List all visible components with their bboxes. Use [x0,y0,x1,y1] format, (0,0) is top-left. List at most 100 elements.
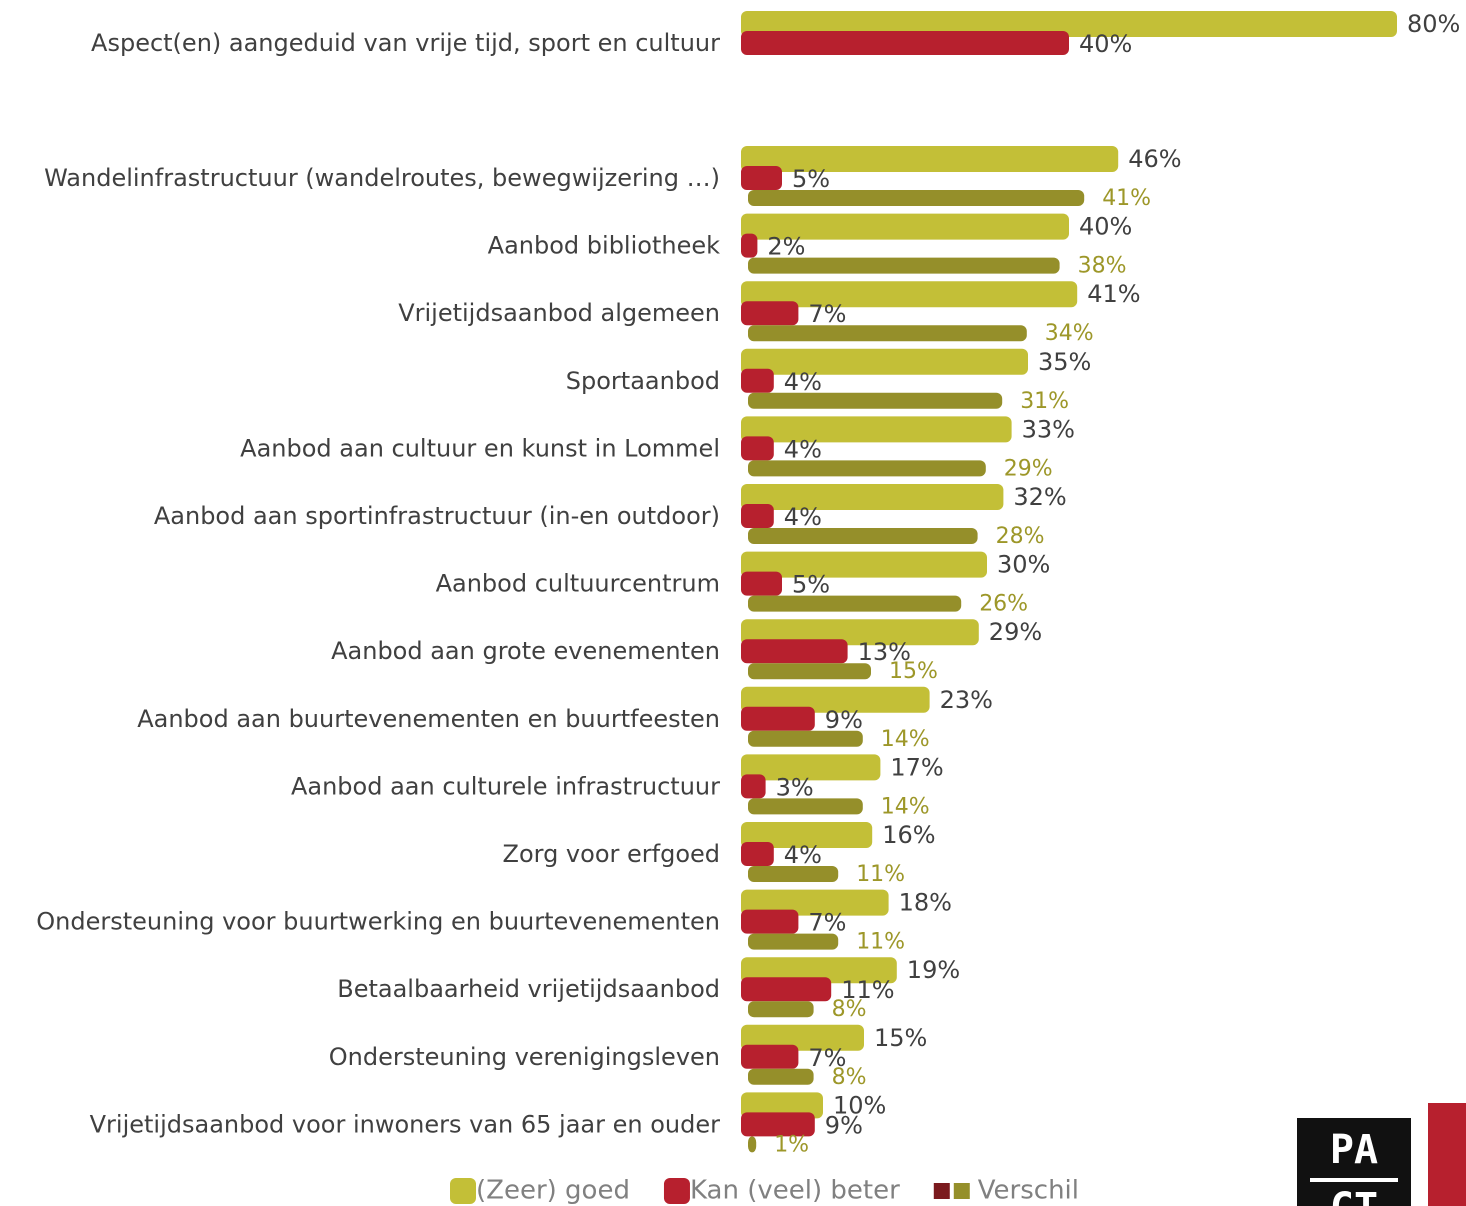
legend-label: Kan (veel) beter [690,1176,900,1206]
legend-label: Verschil [978,1176,1079,1206]
bar [741,686,930,713]
value-label: 2% [767,233,805,261]
value-label: 8% [832,997,867,1022]
bar [741,706,815,731]
legend-swatch [450,1178,476,1204]
category-label: Ondersteuning verenigingsleven [329,1043,720,1071]
value-label: 16% [882,821,935,849]
bar [741,957,897,984]
value-label: 40% [1079,213,1132,241]
bar [741,822,873,848]
category-label: Aanbod aan buurtevenementen en buurtfees… [137,705,720,733]
category-label: Aanbod aan cultuur en kunst in Lommel [240,434,720,462]
bar [741,281,1078,308]
value-label: 11% [856,930,905,955]
logo-text: CT [1330,1185,1378,1206]
value-label: 29% [1004,456,1053,481]
category-label: Betaalbaarheid vrijetijdsaanbod [337,975,720,1003]
bar [748,730,863,747]
bar [748,257,1060,274]
value-label: 4% [784,435,822,463]
value-label: 33% [1022,415,1075,443]
bar [741,416,1012,443]
category-label: Aanbod cultuurcentrum [436,570,720,598]
bar [748,528,978,544]
value-label: 35% [1038,348,1091,376]
category-label: Wandelinfrastructuur (wandelroutes, bewe… [44,164,720,192]
value-label: 17% [890,753,943,781]
category-label: Vrijetijdsaanbod algemeen [398,299,720,327]
value-label: 30% [997,551,1050,579]
bar [741,436,774,461]
bar [748,325,1027,342]
category-label: Zorg voor erfgoed [503,840,721,868]
bar [741,233,758,258]
bar [741,368,774,393]
bar [741,504,774,528]
bar [741,213,1069,240]
logo-box [1297,1118,1411,1206]
category-label: Aanbod aan culturele infrastructuur [291,772,720,800]
category-label: Ondersteuning voor buurtwerking en buurt… [36,908,720,936]
value-label: 4% [784,503,822,531]
value-label: 7% [808,1044,846,1072]
bar [748,595,962,612]
bar [741,619,979,646]
value-label: 28% [996,524,1045,549]
value-label: 19% [907,956,960,984]
value-label: 1% [774,1132,809,1157]
value-label: 29% [989,618,1042,646]
value-label: 41% [1087,280,1140,308]
legend-swatch [663,1178,690,1204]
bar [748,392,1003,409]
logo-text: PA [1330,1127,1378,1173]
value-label: 38% [1078,254,1127,279]
value-label: 23% [940,686,993,714]
value-label: 4% [784,841,822,869]
value-label: 5% [792,165,830,193]
bar [741,889,889,916]
bar [741,842,774,866]
value-label: 5% [792,571,830,599]
bar [741,1044,799,1069]
bar [741,977,832,1002]
legend-label: (Zeer) goed [476,1176,630,1206]
bar [748,1068,814,1085]
bar [741,774,766,799]
legend-swatch [933,1183,950,1199]
value-label: 40% [1079,30,1132,58]
category-label: Sportaanbod [566,367,720,395]
value-label: 31% [1020,389,1069,414]
bar [741,31,1069,55]
value-label: 4% [784,368,822,396]
bar [748,933,839,950]
value-label: 32% [1013,483,1066,511]
bar [748,1136,757,1153]
value-label: 9% [825,1111,863,1139]
bar [748,460,986,477]
bar [741,909,799,934]
category-label: Aanbod aan sportinfrastructuur (in-en ou… [154,502,720,530]
category-label: Vrijetijdsaanbod voor inwoners van 65 ja… [90,1110,721,1138]
value-label: 7% [808,909,846,937]
value-label: 14% [881,794,930,819]
category-label: Aspect(en) aangeduid van vrije tijd, spo… [91,29,720,57]
value-label: 10% [833,1091,886,1119]
value-label: 18% [899,889,952,917]
value-label: 15% [889,659,938,684]
value-label: 15% [874,1024,927,1052]
value-label: 14% [881,727,930,752]
bar [741,754,881,781]
bar [741,551,987,578]
value-label: 80% [1407,10,1460,38]
bar [741,11,1397,37]
value-label: 7% [808,300,846,328]
bar [741,571,782,596]
category-label: Aanbod bibliotheek [488,232,720,260]
value-label: 9% [825,706,863,734]
bar [748,190,1085,206]
bar [748,866,839,882]
value-label: 26% [979,592,1028,617]
bar [741,484,1004,510]
